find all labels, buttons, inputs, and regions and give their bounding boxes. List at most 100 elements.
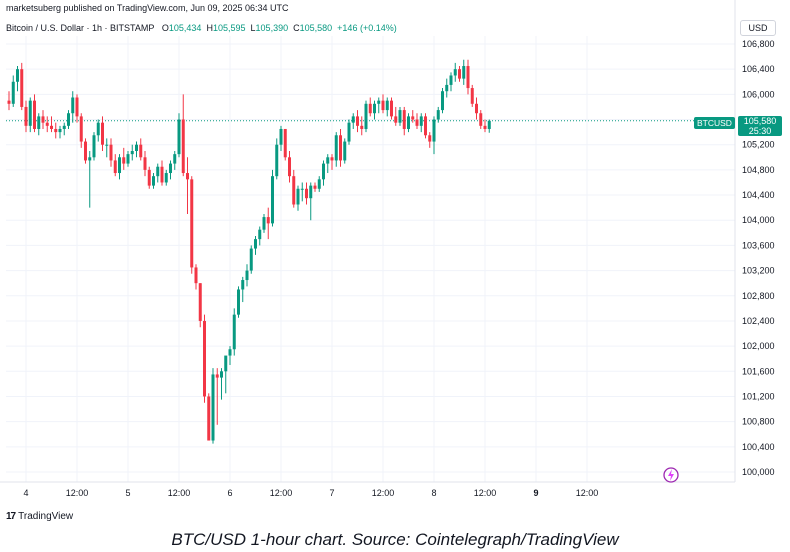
candle-body xyxy=(398,110,402,123)
candle xyxy=(41,110,45,129)
candle xyxy=(483,119,487,133)
candle-body xyxy=(326,157,330,164)
candle-body xyxy=(351,116,355,123)
x-tick-label: 8 xyxy=(431,488,436,498)
candle xyxy=(181,94,185,177)
candle-body xyxy=(164,173,168,183)
candle xyxy=(313,182,317,192)
candle-body xyxy=(41,116,45,123)
candle-body xyxy=(449,75,453,85)
candle-body xyxy=(309,185,313,199)
candle-body xyxy=(487,120,491,129)
candle-body xyxy=(441,91,444,111)
candle xyxy=(28,97,32,133)
candle-body xyxy=(109,144,113,161)
candle-body xyxy=(317,179,321,189)
candle-body xyxy=(305,188,308,199)
candle-body xyxy=(360,125,364,129)
candle xyxy=(33,94,36,133)
candle-body xyxy=(381,100,385,111)
x-tick-label: 6 xyxy=(227,488,232,498)
candle xyxy=(37,113,41,136)
candle-body xyxy=(96,122,100,136)
candle-body xyxy=(245,270,249,281)
candle xyxy=(449,72,453,92)
candle-body xyxy=(177,119,181,155)
y-tick-label: 101,200 xyxy=(742,391,775,401)
candle-body xyxy=(135,144,138,151)
candle-body xyxy=(347,122,351,142)
x-tick-label: 4 xyxy=(23,488,28,498)
candle xyxy=(75,94,79,123)
y-tick-label: 101,600 xyxy=(742,366,775,376)
candle-body xyxy=(364,103,368,129)
candle xyxy=(373,100,376,120)
candle xyxy=(428,132,432,148)
x-tick-label: 12:00 xyxy=(372,488,395,498)
candle xyxy=(347,119,351,145)
replay-icon[interactable] xyxy=(662,466,680,484)
candle xyxy=(198,283,202,328)
y-tick-label: 100,400 xyxy=(742,442,775,452)
candle xyxy=(453,62,457,82)
candle xyxy=(445,78,449,98)
y-tick-label: 100,800 xyxy=(742,417,775,427)
x-tick-label: 9 xyxy=(533,488,538,498)
candle xyxy=(186,157,189,214)
candle xyxy=(326,154,330,174)
y-tick-label: 103,200 xyxy=(742,266,775,276)
last-price-value: 105,580 xyxy=(743,116,777,126)
candle-body xyxy=(453,69,457,76)
candle-body xyxy=(445,84,449,92)
candle xyxy=(232,308,236,356)
candlestick-chart[interactable]: 106,800106,400106,000105,600105,200104,8… xyxy=(0,0,790,510)
candle-body xyxy=(343,141,347,161)
candle-body xyxy=(11,81,15,104)
candle xyxy=(245,264,249,287)
x-tick-label: 12:00 xyxy=(66,488,89,498)
candle-body xyxy=(249,248,253,271)
candle-body xyxy=(296,188,300,205)
candle-body xyxy=(54,128,58,133)
candle-body xyxy=(169,163,172,174)
candle xyxy=(88,151,92,208)
candle xyxy=(71,91,75,123)
candle-body xyxy=(254,239,257,249)
close-label: C xyxy=(293,23,300,33)
candle xyxy=(45,116,49,133)
candle-body xyxy=(16,69,19,82)
candle xyxy=(390,97,393,120)
candle xyxy=(177,113,181,158)
candle-body xyxy=(126,154,130,164)
y-tick-label: 100,000 xyxy=(742,467,775,477)
candle xyxy=(330,154,334,170)
candle xyxy=(7,91,11,111)
candle-body xyxy=(300,188,304,190)
candle-body xyxy=(71,97,75,114)
candle-body xyxy=(432,119,436,142)
candle-body xyxy=(156,166,160,177)
candle-body xyxy=(339,135,342,161)
candle xyxy=(466,59,470,95)
candle-body xyxy=(390,100,393,117)
candle xyxy=(190,176,194,274)
candle xyxy=(441,88,444,114)
candle xyxy=(143,151,147,177)
candle xyxy=(415,113,419,129)
candle-body xyxy=(20,69,24,107)
candle xyxy=(288,151,291,183)
candle xyxy=(11,75,15,107)
open-value: 105,434 xyxy=(168,23,202,33)
candle-body xyxy=(241,280,245,290)
candle xyxy=(152,173,155,189)
candle xyxy=(275,138,279,180)
x-tick-label: 12:00 xyxy=(168,488,191,498)
candle-body xyxy=(368,103,372,114)
candle-body xyxy=(147,169,151,186)
candle-body xyxy=(122,157,126,164)
candle-body xyxy=(266,217,270,224)
candle-body xyxy=(466,66,470,89)
candle xyxy=(343,138,347,164)
tv-logo-icon: 17 xyxy=(6,511,16,522)
currency-button[interactable]: USD xyxy=(740,20,776,36)
